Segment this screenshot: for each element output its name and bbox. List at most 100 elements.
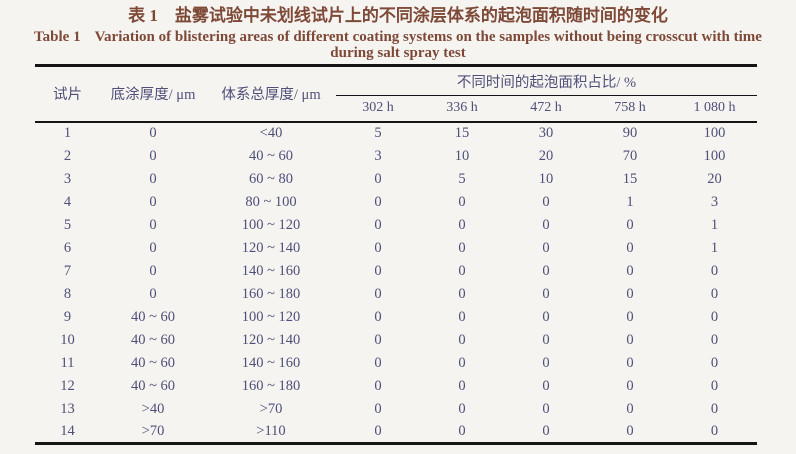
value-472h-cell: 10	[538, 170, 554, 187]
primer-thickness-cell: 0	[149, 239, 157, 256]
value-1080h-cell: 1	[710, 216, 719, 233]
total-thickness-cell: 160 ~ 180	[241, 377, 301, 394]
value-1080h-cell: 100	[703, 125, 726, 141]
col-header-total-thickness: 体系总厚度/ μm	[206, 65, 336, 123]
value-1080h-cell: 0	[710, 331, 719, 348]
value-302h-cell: 0	[374, 239, 382, 256]
value-336h-cell: 0	[458, 193, 466, 210]
value-472h-cell: 0	[542, 262, 550, 279]
value-472h-cell: 0	[542, 308, 550, 325]
total-thickness-cell: 120 ~ 140	[241, 331, 301, 348]
value-336h-cell: 0	[458, 216, 466, 233]
total-thickness-cell: >110	[256, 422, 286, 439]
table-row: 5 0 100 ~ 120 0 0 0 0 1	[35, 214, 757, 237]
sample-cell: 14	[60, 422, 75, 439]
value-336h-cell: 0	[458, 262, 466, 279]
value-302h-cell: 0	[374, 331, 382, 348]
col-header-primer-thickness: 底涂厚度/ μm	[100, 65, 206, 123]
value-758h-cell: 0	[626, 377, 634, 394]
primer-thickness-cell: 0	[149, 285, 157, 302]
table-caption-en-line2: during salt spray test	[330, 45, 466, 61]
total-thickness-cell: 120 ~ 140	[241, 239, 301, 256]
table-row: 11 40 ~ 60 140 ~ 160 0 0 0 0 0	[35, 352, 757, 375]
total-thickness-cell: 140 ~ 160	[241, 262, 301, 279]
value-758h-cell: 70	[622, 147, 638, 164]
value-1080h-cell: 0	[710, 285, 719, 302]
primer-thickness-cell: 40 ~ 60	[130, 308, 176, 325]
primer-thickness-cell: 0	[149, 193, 157, 210]
col-header-time: 472 h	[504, 95, 588, 123]
table-caption-en-text: Variation of blistering areas of differe…	[94, 29, 762, 45]
sample-cell: 10	[60, 331, 75, 348]
value-302h-cell: 0	[374, 216, 382, 233]
table-row: 14 >70 >110 0 0 0 0 0	[35, 421, 757, 444]
value-336h-cell: 0	[458, 400, 466, 417]
value-1080h-cell: 20	[707, 170, 722, 187]
header-row-group: 试片 底涂厚度/ μm 体系总厚度/ μm 不同时间的起泡面积占比/ %	[35, 65, 758, 123]
table-row: 1 0 <40 5 15 30 90 100	[35, 122, 757, 145]
value-472h-cell: 0	[542, 285, 550, 302]
value-472h-cell: 20	[538, 147, 554, 164]
value-302h-cell: 5	[374, 125, 382, 141]
value-336h-cell: 0	[458, 239, 466, 256]
value-758h-cell: 0	[626, 354, 634, 371]
value-336h-cell: 0	[458, 308, 466, 325]
value-1080h-cell: 0	[710, 262, 719, 279]
table-row: 4 0 80 ~ 100 0 0 0 1 3	[35, 191, 757, 214]
value-1080h-cell: 0	[710, 354, 719, 371]
value-758h-cell: 90	[622, 125, 638, 141]
sample-cell: 6	[63, 239, 72, 256]
table-row: 7 0 140 ~ 160 0 0 0 0 0	[35, 260, 757, 283]
total-thickness-cell: 80 ~ 100	[245, 193, 297, 210]
value-302h-cell: 0	[374, 377, 382, 394]
value-758h-cell: 0	[626, 239, 634, 256]
value-1080h-cell: 0	[710, 422, 719, 439]
sample-cell: 9	[63, 308, 72, 325]
table-row: 9 40 ~ 60 100 ~ 120 0 0 0 0 0	[35, 306, 757, 329]
value-758h-cell: 0	[626, 422, 634, 439]
sample-cell: 5	[63, 216, 72, 233]
value-336h-cell: 0	[458, 285, 466, 302]
value-1080h-cell: 3	[710, 193, 719, 210]
total-thickness-cell: 160 ~ 180	[241, 285, 301, 302]
sample-cell: 1	[63, 125, 72, 141]
sample-cell: 3	[63, 170, 72, 187]
value-302h-cell: 0	[374, 354, 382, 371]
col-header-sample: 试片	[35, 65, 100, 123]
col-header-time: 336 h	[420, 95, 504, 123]
value-302h-cell: 0	[374, 193, 382, 210]
value-1080h-cell: 0	[710, 377, 719, 394]
value-758h-cell: 0	[626, 216, 634, 233]
sample-cell: 11	[60, 354, 75, 371]
sample-cell: 8	[63, 285, 72, 302]
value-336h-cell: 5	[458, 170, 466, 187]
total-thickness-cell: 140 ~ 160	[241, 354, 301, 371]
value-302h-cell: 0	[374, 422, 382, 439]
table-caption-zh: 表 1 盐雾试验中未划线试片上的不同涂层体系的起泡面积随时间的变化	[128, 6, 668, 25]
value-472h-cell: 0	[542, 400, 550, 417]
sample-cell: 13	[60, 400, 75, 417]
value-472h-cell: 0	[542, 216, 550, 233]
value-1080h-cell: 0	[710, 400, 719, 417]
table-row: 6 0 120 ~ 140 0 0 0 0 1	[35, 237, 757, 260]
table-row: 13 >40 >70 0 0 0 0 0	[35, 398, 757, 421]
table-row: 2 0 40 ~ 60 3 10 20 70 100	[35, 145, 757, 168]
table-caption-en-line1: Table 1 Variation of blistering areas of …	[0, 29, 796, 45]
sample-cell: 2	[63, 147, 72, 164]
value-472h-cell: 30	[538, 125, 554, 141]
value-758h-cell: 0	[626, 400, 634, 417]
primer-thickness-cell: 40 ~ 60	[130, 377, 176, 394]
value-758h-cell: 15	[622, 170, 638, 187]
value-302h-cell: 0	[374, 262, 382, 279]
table-caption-en-label: Table 1	[34, 29, 81, 45]
value-1080h-cell: 0	[710, 308, 719, 325]
table-row: 10 40 ~ 60 120 ~ 140 0 0 0 0 0	[35, 329, 757, 352]
total-thickness-cell: 40 ~ 60	[248, 147, 294, 164]
total-thickness-cell: >70	[259, 400, 283, 417]
value-336h-cell: 10	[454, 147, 470, 164]
value-336h-cell: 0	[458, 377, 466, 394]
primer-thickness-cell: >70	[141, 422, 165, 439]
value-302h-cell: 0	[374, 285, 382, 302]
table-row: 8 0 160 ~ 180 0 0 0 0 0	[35, 283, 757, 306]
value-472h-cell: 0	[542, 354, 550, 371]
